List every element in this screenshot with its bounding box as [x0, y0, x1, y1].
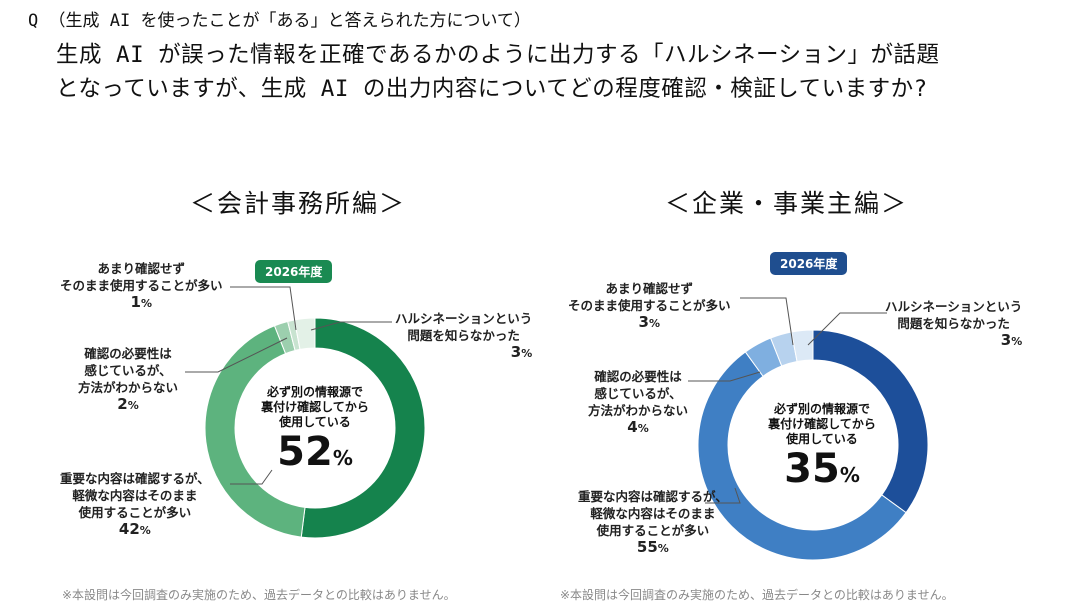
footnote: ※本設問は今回調査のみ実施のため、過去データとの比較はありません。: [62, 588, 456, 602]
label-unaware-value: 3: [1000, 331, 1012, 349]
panel-accounting-firms: ＜会計事務所編＞ 2026年度 あまり確認せず そのまま使用することが多い 1%…: [60, 189, 532, 602]
label-unsure-value: 2: [117, 395, 128, 413]
center-label: 必ず別の情報源で 裏付け確認してから 使用している 52%: [250, 385, 380, 480]
footnote: ※本設問は今回調査のみ実施のため、過去データとの比較はありません。: [560, 588, 954, 602]
leader-line-0: [230, 286, 297, 331]
label-unsure-pct: 4%: [588, 419, 688, 437]
label-unsure-line-1: 確認の必要性は: [84, 346, 172, 361]
question-prefix: Q: [28, 11, 39, 31]
label-skip-value: 1: [130, 293, 141, 311]
center-label-line-2: 裏付け確認してから: [768, 417, 876, 431]
label-unsure-unit: %: [127, 399, 139, 412]
label-partial-line-2: 軽微な内容はそのまま: [590, 506, 716, 521]
label-unaware-pct: 3%: [885, 332, 1022, 350]
label-unaware-value: 3: [510, 343, 522, 361]
label-partial-line-3: 使用することが多い: [596, 523, 710, 538]
label-unaware-unit: %: [1011, 335, 1023, 348]
label-skip-value: 3: [638, 313, 649, 331]
leader-line-2: [688, 371, 761, 382]
label-unsure-unit: %: [637, 422, 649, 435]
center-value: 35%: [757, 447, 887, 497]
donut-slice-0: [300, 317, 426, 539]
label-unaware-line-2: 問題を知らなかった: [407, 328, 520, 343]
label-skip-line-2: そのまま使用することが多い: [568, 298, 731, 313]
question-line-2: 生成 AI が誤った情報を正確であるかのように出力する「ハルシネーション」が話題: [56, 42, 940, 68]
label-skip-line-2: そのまま使用することが多い: [60, 278, 223, 293]
panel-title: ＜会計事務所編＞: [190, 189, 407, 218]
label-skip: あまり確認せず そのまま使用することが多い 1%: [60, 260, 223, 312]
label-partial-value: 55: [636, 538, 658, 556]
center-label: 必ず別の情報源で 裏付け確認してから 使用している 35%: [757, 402, 887, 497]
label-skip: あまり確認せず そのまま使用することが多い 3%: [568, 280, 731, 332]
label-unaware-unit: %: [521, 347, 533, 360]
label-unaware: ハルシネーションという 問題を知らなかった 3%: [395, 310, 532, 362]
label-unsure-value: 4: [627, 418, 638, 436]
label-unsure-line-3: 方法がわからない: [78, 380, 179, 395]
donut-slice-4: [790, 329, 814, 363]
label-unaware-line-1: ハルシネーションという: [395, 311, 533, 326]
panel-companies: ＜企業・事業主編＞ 2026年度 あまり確認せず そのまま使用することが多い 3…: [540, 0, 1080, 615]
label-partial-line-1: 重要な内容は確認するが、: [578, 489, 728, 504]
label-skip-line-1: あまり確認せず: [605, 281, 694, 296]
year-badge: 2026年度: [255, 260, 333, 283]
donut-slice-4: [293, 317, 316, 351]
label-skip-unit: %: [140, 297, 152, 310]
label-partial: 重要な内容は確認するが、 軽微な内容はそのまま 使用することが多い 42%: [60, 470, 210, 539]
label-partial-line-2: 軽微な内容はそのまま: [72, 488, 198, 503]
label-unsure: 確認の必要性は 感じているが、 方法がわからない 4%: [588, 368, 688, 437]
label-skip-pct: 3%: [568, 314, 731, 332]
question-line-3: となっていますが、生成 AI の出力内容についてどの程度確認・検証していますか?: [56, 76, 928, 102]
year-badge: 2026年度: [770, 252, 848, 275]
donut-chart: [688, 297, 929, 561]
leader-line-0: [740, 297, 794, 346]
panel-title: ＜企業・事業主編＞: [665, 189, 909, 218]
label-partial-unit: %: [657, 542, 669, 555]
label-partial-line-1: 重要な内容は確認するが、: [60, 471, 210, 486]
label-unsure-line-2: 感じているが、: [594, 386, 682, 401]
center-value: 52%: [250, 430, 380, 480]
label-unaware: ハルシネーションという 問題を知らなかった 3%: [885, 298, 1022, 350]
donut-chart: [185, 286, 426, 539]
question-condition: （生成 AI を使ったことが「ある」と答えられた方について）: [48, 11, 531, 31]
label-unaware-pct: 3%: [395, 344, 532, 362]
donut-slice-1: [697, 351, 907, 561]
label-partial-pct: 55%: [578, 539, 728, 557]
label-skip-pct: 1%: [60, 294, 223, 312]
label-partial: 重要な内容は確認するが、 軽微な内容はそのまま 使用することが多い 55%: [578, 488, 728, 557]
label-unaware-line-2: 問題を知らなかった: [897, 316, 1010, 331]
center-label-line-3: 使用している: [786, 432, 858, 446]
label-unsure-line-2: 感じているが、: [84, 363, 172, 378]
leader-line-1: [310, 321, 392, 331]
label-partial-line-3: 使用することが多い: [78, 505, 192, 520]
center-label-line-3: 使用している: [279, 415, 351, 429]
label-unsure-pct: 2%: [78, 396, 178, 414]
label-skip-unit: %: [648, 317, 660, 330]
center-value-number: 35: [784, 446, 840, 492]
question-block: Q （生成 AI を使ったことが「ある」と答えられた方について） 生成 AI が…: [28, 8, 1068, 106]
center-label-line-1: 必ず別の情報源で: [266, 385, 363, 399]
label-unsure-line-3: 方法がわからない: [588, 403, 689, 418]
label-partial-value: 42: [118, 520, 140, 538]
label-partial-pct: 42%: [60, 521, 210, 539]
leader-line-1: [807, 312, 887, 346]
question-line-1: Q （生成 AI を使ったことが「ある」と答えられた方について）: [28, 8, 1068, 34]
leader-line-3: [230, 469, 273, 485]
center-label-line-1: 必ず別の情報源で: [773, 402, 870, 416]
label-unaware-line-1: ハルシネーションという: [885, 299, 1023, 314]
center-value-unit: %: [332, 446, 353, 470]
center-value-number: 52: [277, 429, 333, 475]
label-unsure: 確認の必要性は 感じているが、 方法がわからない 2%: [78, 345, 178, 414]
center-label-line-2: 裏付け確認してから: [261, 400, 369, 414]
label-unsure-line-1: 確認の必要性は: [594, 369, 682, 384]
leader-line-2: [185, 337, 288, 373]
center-value-unit: %: [839, 463, 860, 487]
label-partial-unit: %: [139, 524, 151, 537]
label-skip-line-1: あまり確認せず: [97, 261, 186, 276]
leader-line-3: [705, 487, 741, 504]
